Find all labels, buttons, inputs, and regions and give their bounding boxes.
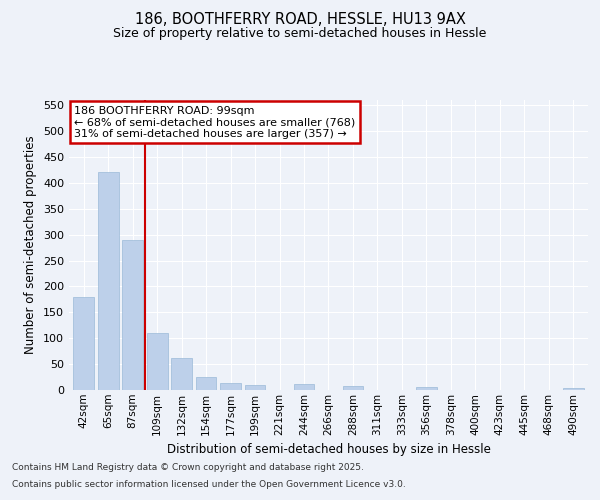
Bar	[171, 358, 192, 390]
Text: Contains HM Land Registry data © Crown copyright and database right 2025.: Contains HM Land Registry data © Crown c…	[12, 464, 364, 472]
Bar	[73, 297, 94, 390]
Bar	[122, 240, 143, 390]
Bar	[196, 376, 217, 390]
Bar	[220, 383, 241, 390]
Bar	[147, 332, 167, 390]
Bar	[293, 384, 314, 390]
Text: Contains public sector information licensed under the Open Government Licence v3: Contains public sector information licen…	[12, 480, 406, 489]
Bar	[245, 385, 265, 390]
Bar	[416, 388, 437, 390]
Y-axis label: Number of semi-detached properties: Number of semi-detached properties	[25, 136, 37, 354]
Text: 186 BOOTHFERRY ROAD: 99sqm
← 68% of semi-detached houses are smaller (768)
31% o: 186 BOOTHFERRY ROAD: 99sqm ← 68% of semi…	[74, 106, 355, 139]
Bar	[563, 388, 584, 390]
Text: 186, BOOTHFERRY ROAD, HESSLE, HU13 9AX: 186, BOOTHFERRY ROAD, HESSLE, HU13 9AX	[134, 12, 466, 28]
X-axis label: Distribution of semi-detached houses by size in Hessle: Distribution of semi-detached houses by …	[167, 443, 490, 456]
Bar	[98, 172, 119, 390]
Bar	[343, 386, 364, 390]
Text: Size of property relative to semi-detached houses in Hessle: Size of property relative to semi-detach…	[113, 28, 487, 40]
